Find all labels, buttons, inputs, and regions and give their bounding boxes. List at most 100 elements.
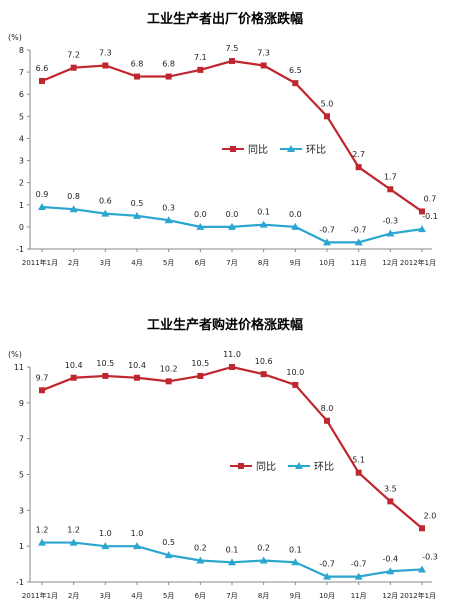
data-label: 10.5 <box>191 359 209 368</box>
data-point <box>39 77 45 84</box>
data-point <box>70 64 77 71</box>
data-point <box>196 556 205 564</box>
y-tick-label: -1 <box>16 578 24 587</box>
data-label: 0.3 <box>162 203 175 212</box>
data-point <box>387 498 394 505</box>
data-point <box>260 62 267 69</box>
data-label: 0.9 <box>36 190 49 199</box>
data-point <box>196 222 205 230</box>
y-tick-label: 8 <box>19 46 24 55</box>
y-tick-label: 7 <box>19 435 24 444</box>
data-label: 0.8 <box>67 192 80 201</box>
data-label: 1.0 <box>131 529 144 538</box>
data-label: 5.1 <box>352 456 365 465</box>
x-tick-label: 7月 <box>226 592 237 600</box>
data-point <box>291 558 300 566</box>
y-unit-label: (%) <box>8 33 22 42</box>
x-tick-label: 5月 <box>163 592 174 600</box>
data-point <box>69 538 78 546</box>
data-point <box>228 558 236 566</box>
x-tick-label: 5月 <box>163 259 174 267</box>
x-tick-label: 2012年1月 <box>400 591 436 600</box>
data-point <box>260 371 267 378</box>
data-point <box>39 387 45 394</box>
data-point <box>386 229 395 237</box>
data-label: 0.2 <box>194 544 207 553</box>
x-tick-label: 4月 <box>131 592 142 600</box>
data-label: 6.8 <box>162 60 175 69</box>
data-point <box>418 225 426 233</box>
data-label: 0.0 <box>194 210 207 219</box>
legend-label: 同比 <box>256 461 276 473</box>
x-tick-label: 6月 <box>195 259 206 267</box>
y-tick-label: 0 <box>19 223 24 232</box>
chart-ppi-purchase: 工业生产者购进价格涨跌幅 (%) -1 1 3 5 7 9 11 2011年1月 2月 3月 4月 5月… <box>0 306 450 612</box>
series-line-0 <box>41 59 423 213</box>
data-label: 2.7 <box>352 150 365 159</box>
x-tick-label: 9月 <box>290 259 301 267</box>
data-point <box>419 208 425 215</box>
data-label: -0.7 <box>351 560 367 569</box>
data-label: -0.7 <box>351 225 367 234</box>
data-point <box>69 205 78 213</box>
data-point <box>165 378 172 385</box>
data-label: 8.0 <box>321 404 334 413</box>
data-label: 1.2 <box>36 526 49 535</box>
chart-svg: (%) -1 1 3 5 7 9 11 2011年1月 2月 3月 4月 5月 6月 7月 8月 9月 10月 11… <box>8 350 438 600</box>
legend-label: 环比 <box>306 144 326 156</box>
data-point <box>355 164 362 171</box>
series-line-0 <box>41 365 423 530</box>
data-point <box>323 572 331 580</box>
legend-label: 同比 <box>248 144 268 156</box>
data-label: 0.0 <box>226 210 239 219</box>
data-label: 10.4 <box>128 361 146 370</box>
x-tick-label: 2012年1月 <box>400 258 436 267</box>
data-point <box>259 220 268 228</box>
y-tick-label: 6 <box>19 90 24 99</box>
data-point <box>133 211 141 219</box>
data-label: 0.5 <box>131 199 144 208</box>
data-point <box>324 417 330 424</box>
data-label: 1.7 <box>384 172 397 181</box>
data-point <box>291 222 300 230</box>
data-point <box>292 381 299 388</box>
data-point <box>102 62 109 69</box>
y-tick-label: 5 <box>19 112 24 121</box>
data-point <box>228 222 236 230</box>
x-tick-label: 7月 <box>226 259 237 267</box>
data-label: 5.0 <box>321 99 334 108</box>
y-tick-label: 7 <box>19 68 24 77</box>
x-tick-label: 2月 <box>68 592 79 600</box>
data-label: 7.3 <box>99 48 112 57</box>
data-point <box>419 525 425 532</box>
data-point <box>134 73 140 80</box>
data-label: 10.6 <box>255 357 273 366</box>
y-tick-label: 3 <box>19 506 24 515</box>
data-point <box>229 364 235 370</box>
y-tick-label: 2 <box>19 179 24 188</box>
data-point <box>134 374 140 381</box>
data-point <box>101 209 110 217</box>
data-label: -0.7 <box>319 560 335 569</box>
data-label: 10.5 <box>96 359 114 368</box>
data-label: 0.2 <box>257 544 270 553</box>
data-point <box>101 542 110 550</box>
x-tick-label: 12月 <box>382 259 398 267</box>
legend-marker <box>230 146 236 152</box>
x-tick-label: 10月 <box>319 259 335 267</box>
x-tick-label: 11月 <box>351 592 367 600</box>
data-label: 1.2 <box>67 526 80 535</box>
data-label: 0.0 <box>289 210 302 219</box>
data-label: 7.1 <box>194 53 207 62</box>
x-tick-label: 8月 <box>258 592 269 600</box>
data-label: 6.6 <box>36 64 49 73</box>
legend-label: 环比 <box>314 461 334 473</box>
y-tick-label: 1 <box>19 542 24 551</box>
data-point <box>164 551 173 559</box>
data-label: 11.0 <box>223 350 241 359</box>
data-label: 7.5 <box>226 44 239 53</box>
data-label: 0.6 <box>99 197 112 206</box>
data-label: 0.1 <box>226 545 239 554</box>
data-label: 0.1 <box>257 208 270 217</box>
x-tick-label: 9月 <box>290 592 301 600</box>
